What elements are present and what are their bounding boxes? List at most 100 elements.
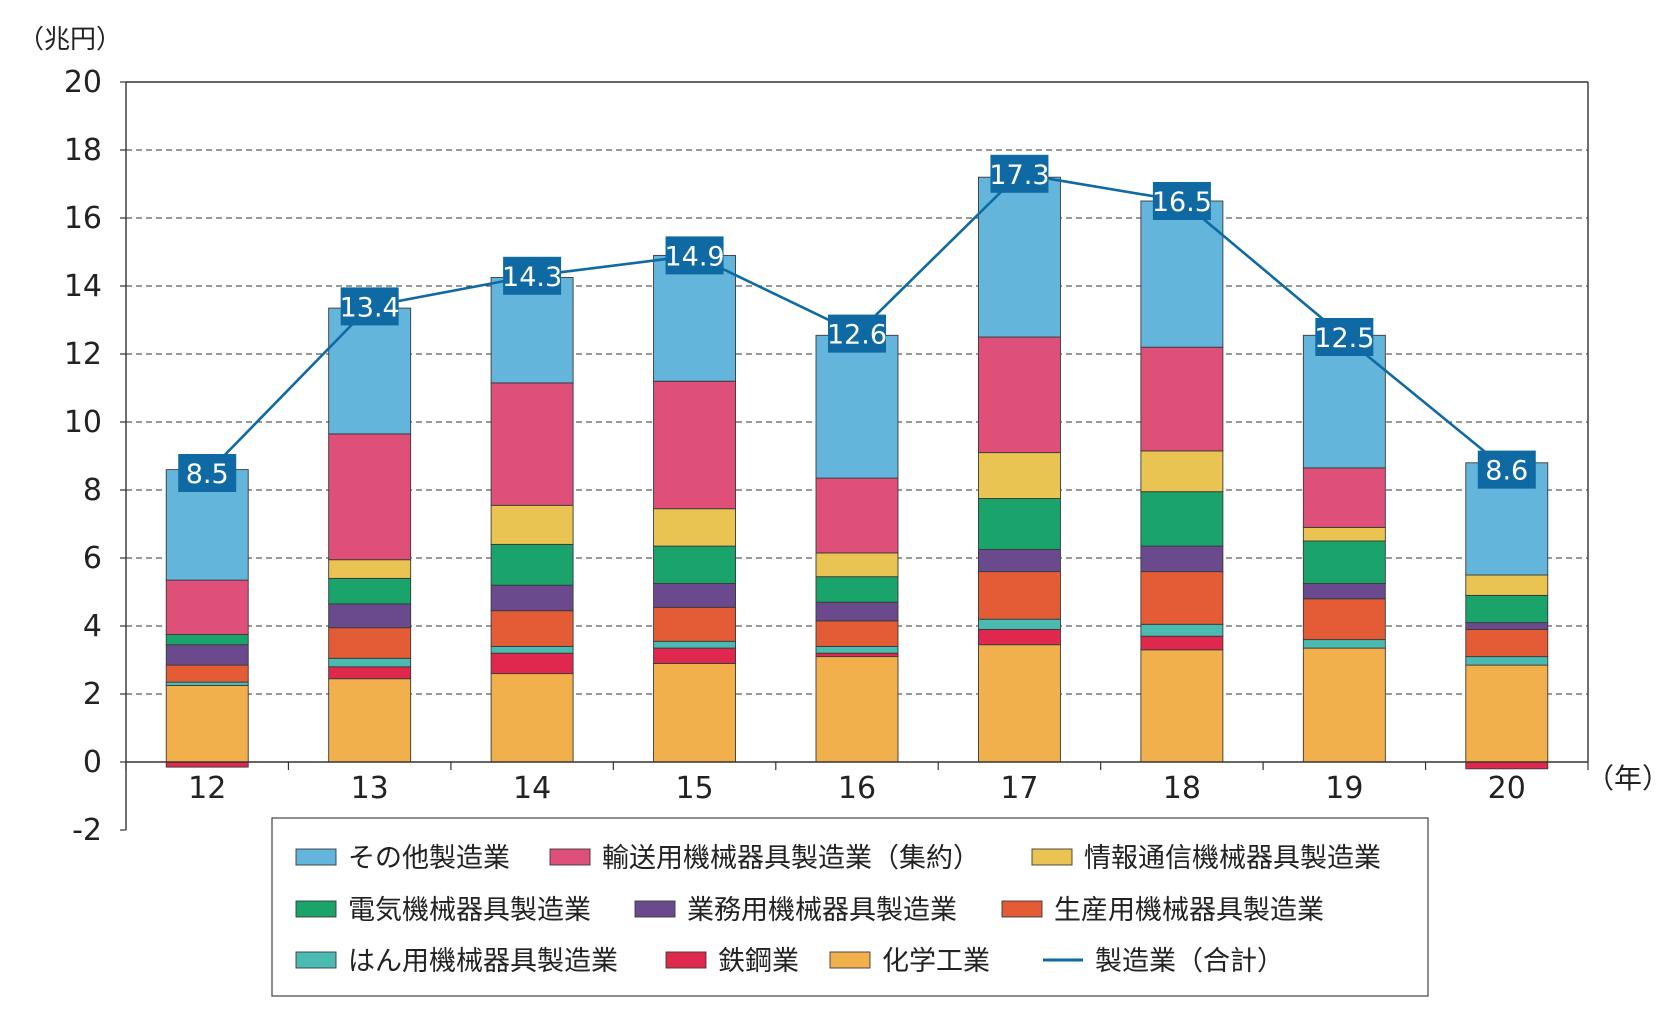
bar-segment xyxy=(328,307,412,435)
total-data-label: 8.6 xyxy=(1485,456,1528,487)
bar-segment xyxy=(653,545,737,584)
total-line-layer: 8.5 13.4 14.3 14.9 12.6 17.3 16.5 12.5 8.6 xyxy=(178,154,1536,492)
total-data-label: 13.4 xyxy=(340,292,400,323)
legend-swatch xyxy=(295,951,337,969)
y-tick-label: 18 xyxy=(64,133,102,168)
bar-segment xyxy=(653,508,737,547)
y-unit-label: （兆円） xyxy=(18,25,122,55)
bar-segment xyxy=(1465,628,1549,658)
legend-label: 製造業（合計） xyxy=(1095,946,1284,977)
bar-segment xyxy=(165,681,249,686)
bar-segment xyxy=(1465,574,1549,596)
bar-segment xyxy=(977,452,1061,499)
x-tick-label: 18 xyxy=(1163,771,1201,806)
bar-segment xyxy=(490,382,574,506)
bar-segment xyxy=(1302,647,1386,763)
legend-label: はん用機械器具製造業 xyxy=(348,946,618,977)
legend-label: その他製造業 xyxy=(348,843,510,874)
x-tick-label: 14 xyxy=(513,771,551,806)
bar-segment xyxy=(328,627,412,659)
bar-segment xyxy=(653,583,737,608)
total-label-box xyxy=(178,454,237,492)
legend-label: 電気機械器具製造業 xyxy=(348,895,591,926)
bar-segment xyxy=(977,176,1061,338)
bar-segment xyxy=(1465,761,1549,770)
bar-segment xyxy=(1302,583,1386,600)
total-label-box xyxy=(503,256,562,295)
bar-segment xyxy=(1140,200,1224,348)
bar-segment xyxy=(490,673,574,763)
bar-segment xyxy=(1140,450,1224,493)
total-data-label: 16.5 xyxy=(1152,187,1212,218)
legend-label: 情報通信機械器具製造業 xyxy=(1084,843,1381,874)
bar-segment xyxy=(1140,545,1224,573)
legend-swatch xyxy=(665,951,707,969)
bar-segment xyxy=(165,579,249,635)
bar-segment xyxy=(328,559,412,579)
x-tick-label: 17 xyxy=(1000,771,1038,806)
y-tick-label: 14 xyxy=(64,269,102,304)
bar-segment xyxy=(165,761,249,768)
bar-segment xyxy=(1140,635,1224,651)
bar-segment xyxy=(490,504,574,545)
y-tick-label: 10 xyxy=(64,405,102,440)
legend-label: 業務用機械器具製造業 xyxy=(687,895,957,926)
y-tick-label: 16 xyxy=(64,201,102,236)
bar-segment xyxy=(1140,649,1224,763)
bar-segment xyxy=(815,552,899,578)
legend: その他製造業 輸送用機械器具製造業（集約） 情報通信機械器具製造業電気機械器具製造業… xyxy=(271,817,1429,997)
x-tick-label: 15 xyxy=(675,771,713,806)
bar-segment xyxy=(1465,622,1549,630)
total-label-box xyxy=(828,314,886,353)
legend-label: 鉄鋼業 xyxy=(718,946,799,977)
bars xyxy=(165,176,1549,770)
bar-segment xyxy=(653,606,737,642)
legend-swatch xyxy=(1031,848,1073,866)
bar-segment xyxy=(165,664,249,683)
bar-segment xyxy=(1465,594,1549,624)
bar-segment xyxy=(815,576,899,603)
bar-segment xyxy=(1140,346,1224,452)
bar-segment xyxy=(815,334,899,479)
bar-segment xyxy=(977,644,1061,763)
bar-segment xyxy=(1140,571,1224,625)
x-tick-label: 16 xyxy=(838,771,876,806)
total-data-label: 12.6 xyxy=(827,320,887,351)
y-tick-label: -2 xyxy=(72,813,102,848)
y-tick-label: 4 xyxy=(83,609,102,644)
legend-swatch xyxy=(295,900,337,918)
x-tick-label: 20 xyxy=(1488,771,1526,806)
y-tick-label: 12 xyxy=(64,337,102,372)
total-label-box xyxy=(1152,182,1211,220)
y-tick-label: 8 xyxy=(83,473,102,508)
bar-segment xyxy=(977,549,1061,573)
bar-segment xyxy=(328,577,412,605)
bar-segment xyxy=(977,618,1061,630)
bar-segment xyxy=(490,645,574,654)
bar-segment xyxy=(490,610,574,647)
bar-segment xyxy=(490,543,574,586)
bar-segment xyxy=(1465,656,1549,666)
total-label-box xyxy=(990,154,1049,193)
bar-segment xyxy=(328,657,412,668)
legend-swatch xyxy=(634,900,676,918)
bar-segment xyxy=(815,645,899,654)
total-data-label: 14.9 xyxy=(664,241,724,272)
total-label-box xyxy=(665,236,724,275)
legend-label: 輸送用機械器具製造業（集約） xyxy=(602,843,980,874)
y-tick-label: 20 xyxy=(64,65,102,100)
y-tick-label: 0 xyxy=(83,745,102,780)
bar-segment xyxy=(165,685,249,763)
bar-segment xyxy=(815,656,899,763)
bar-segment xyxy=(977,628,1061,646)
bar-segment xyxy=(653,254,737,382)
bar-segment xyxy=(1302,526,1386,542)
bar-segment xyxy=(490,584,574,612)
x-tick-label: 13 xyxy=(351,771,389,806)
bar-segment xyxy=(977,336,1061,454)
y-tick-label: 2 xyxy=(83,677,102,712)
bar-segment xyxy=(165,644,249,666)
total-label-box xyxy=(1477,450,1536,489)
bar-segment xyxy=(1140,623,1224,637)
bar-segment xyxy=(1302,540,1386,584)
